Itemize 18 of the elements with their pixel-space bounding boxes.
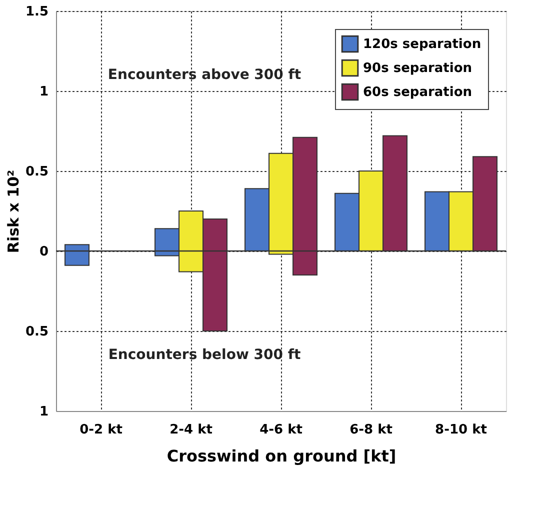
legend-label: 90s separation	[363, 61, 472, 76]
annotation: Encounters below 300 ft	[108, 347, 301, 363]
x-tick-label: 0-2 kt	[80, 422, 122, 438]
y-tick-label: 1	[39, 84, 48, 100]
x-tick-label: 4-6 kt	[260, 422, 302, 438]
x-tick-label: 8-10 kt	[435, 422, 487, 438]
y-axis-title: Risk x 10²	[4, 170, 22, 254]
x-tick-label: 2-4 kt	[170, 422, 212, 438]
legend-label: 60s separation	[363, 85, 472, 100]
y-tick-label: 0	[39, 244, 48, 260]
legend-label: 120s separation	[363, 37, 482, 52]
annotation: Encounters above 300 ft	[108, 67, 302, 83]
y-tick-label: 1	[39, 404, 48, 420]
x-tick-label: 6-8 kt	[350, 422, 392, 438]
y-tick-label: 0.5	[25, 164, 48, 180]
y-tick-label: 1.5	[25, 4, 48, 20]
x-axis-title: Crosswind on ground [kt]	[166, 446, 396, 466]
y-tick-label: 0.5	[25, 324, 48, 340]
